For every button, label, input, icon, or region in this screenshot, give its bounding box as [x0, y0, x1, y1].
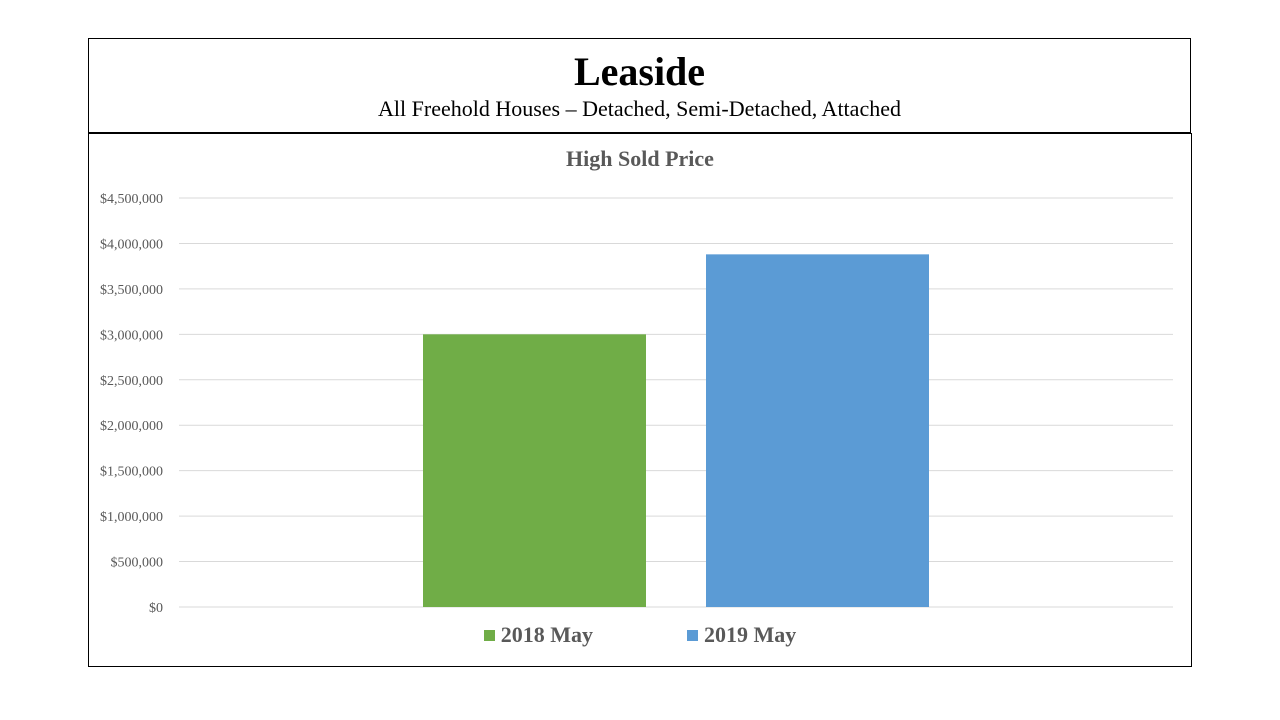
bars: [423, 254, 929, 607]
header-box: Leaside All Freehold Houses – Detached, …: [88, 38, 1191, 133]
legend-swatch-2018: [483, 629, 495, 641]
bar-2019-may: [706, 254, 929, 607]
bar-2018-may: [423, 334, 646, 607]
y-tick-label: $2,500,000: [100, 374, 163, 389]
legend-label-2018: 2018 May: [500, 622, 593, 647]
y-tick-label: $500,000: [111, 556, 164, 571]
y-tick-label: $4,000,000: [100, 237, 163, 252]
y-tick-label: $0: [149, 601, 163, 616]
y-tick-label: $3,500,000: [100, 283, 163, 298]
y-tick-label: $2,000,000: [100, 419, 163, 434]
legend: 2018 May 2019 May: [89, 620, 1191, 650]
chart-title: High Sold Price: [566, 146, 714, 171]
page-subtitle: All Freehold Houses – Detached, Semi-Det…: [378, 96, 901, 121]
y-axis-ticks: $0 $500,000 $1,000,000 $1,500,000 $2,000,000…: [100, 192, 163, 616]
y-tick-label: $1,500,000: [100, 465, 163, 480]
legend-label-2019: 2019 May: [704, 622, 797, 647]
gridlines: [179, 197, 1173, 608]
chart-container: High Sold Price $0 $500,000 $1,000,000 $1,5…: [88, 133, 1192, 667]
legend-swatch-2019: [687, 629, 698, 641]
legend-item-2018: 2018 May: [483, 620, 593, 650]
y-tick-label: $1,000,000: [100, 510, 163, 525]
y-tick-label: $4,500,000: [100, 192, 163, 207]
page-title: Leaside: [573, 49, 706, 94]
bar-chart: $0 $500,000 $1,000,000 $1,500,000 $2,000,000…: [100, 192, 1173, 616]
y-tick-label: $3,000,000: [100, 328, 163, 343]
legend-item-2019: 2019 May: [687, 620, 796, 650]
